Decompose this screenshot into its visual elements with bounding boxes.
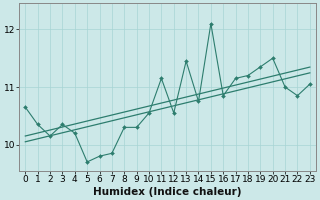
X-axis label: Humidex (Indice chaleur): Humidex (Indice chaleur) [93,187,242,197]
